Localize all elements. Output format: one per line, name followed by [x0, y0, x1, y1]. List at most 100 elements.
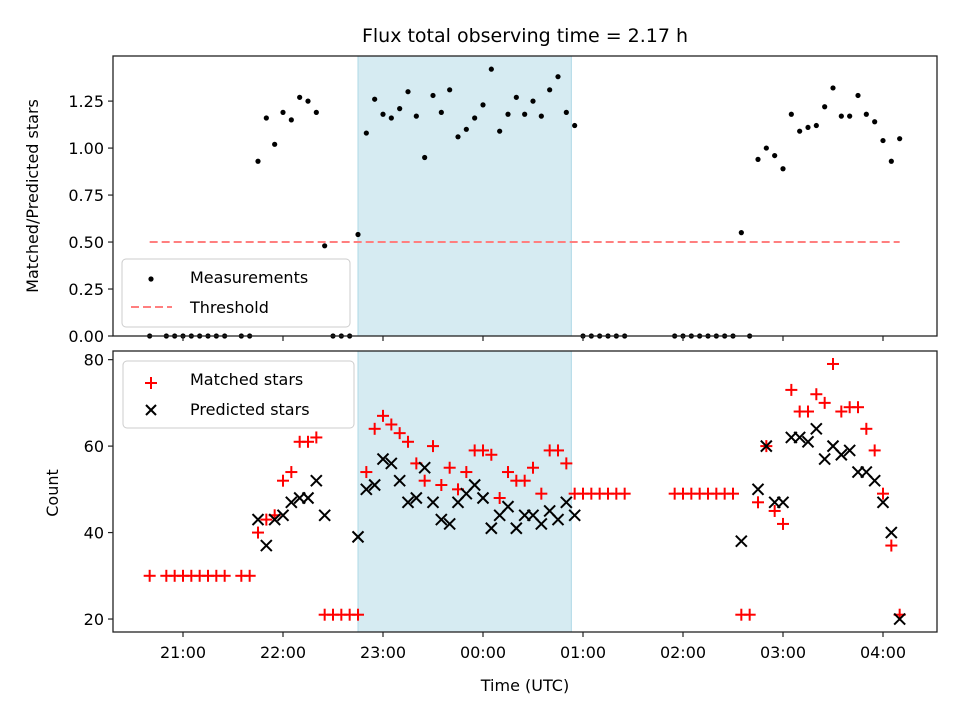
predicted-star-point [776, 496, 790, 509]
measurement-point [288, 117, 294, 123]
predicted-star-point [885, 526, 898, 539]
matched-star-point [827, 357, 839, 370]
matched-star-point [560, 457, 573, 470]
measurement-point [847, 113, 853, 119]
measurement-point [280, 109, 286, 115]
matched-star-point [310, 431, 323, 444]
measurement-point [305, 98, 311, 104]
predicted-star-point [751, 483, 765, 496]
matched-star-point [752, 496, 764, 509]
matched-star-point [252, 526, 264, 539]
matched-star-point [527, 461, 539, 474]
top-x-ticks [182, 336, 884, 341]
bottom-legend-box [122, 360, 355, 429]
predicted-star-point [401, 496, 415, 509]
y-tick-label: 0.75 [68, 186, 104, 205]
matched-star-point [427, 440, 439, 453]
measurement-point [263, 115, 269, 121]
measurement-point [372, 96, 378, 102]
measurement-point [797, 128, 803, 134]
predicted-star-point [876, 496, 890, 509]
predicted-stars-legend-x-icon [145, 404, 157, 416]
matched-star-point [352, 608, 364, 621]
measurement-point [413, 113, 419, 119]
y-tick-label: 1.25 [68, 92, 104, 111]
legend-label-predicted-stars: Predicted stars [190, 400, 310, 419]
predicted-star-point [485, 522, 498, 535]
bottom-y-ticks: 20 40 60 80 [84, 351, 113, 629]
predicted-star-point [376, 452, 390, 466]
x-tick-label: 00:00 [460, 643, 506, 662]
measurement-point [522, 111, 528, 117]
legend-label-matched-stars: Matched stars [190, 370, 303, 389]
measurement-point [897, 136, 903, 142]
predicted-star-point [435, 513, 448, 526]
matched-star-point [443, 461, 456, 474]
measurement-point [805, 124, 811, 131]
measurement-point [813, 122, 819, 129]
bottom-axes-frame [112, 350, 938, 633]
predicted-star-point [810, 422, 823, 436]
measurement-point [472, 115, 478, 121]
measurement-point [438, 109, 444, 115]
measurement-point [463, 126, 469, 132]
matched-star-point [835, 405, 848, 418]
measurement-point [422, 154, 428, 161]
measurement-point [547, 87, 553, 93]
measurement-point [838, 113, 844, 119]
matched-stars-legend-plus-icon [145, 377, 157, 389]
measurement-point [513, 94, 519, 100]
x-tick-label: 03:00 [760, 643, 806, 662]
predicted-star-point [560, 496, 573, 509]
predicted-star-point [251, 513, 265, 526]
matched-star-point [868, 444, 881, 457]
top-panel: 0.00 0.25 0.50 0.75 1.00 1.25 Matched/Predict… [23, 55, 938, 346]
measurement-point [555, 74, 561, 80]
measurement-point [430, 92, 436, 99]
measurement-point [788, 111, 794, 117]
predicted-star-point [843, 444, 856, 457]
star-count-points [143, 357, 906, 626]
bottom-legend: Matched stars Predicted stars [122, 360, 355, 429]
predicted-star-point [735, 535, 748, 548]
y-tick-label: 20 [84, 610, 104, 629]
matched-star-point [402, 435, 414, 448]
matched-star-point [393, 427, 406, 440]
matched-star-point [518, 474, 531, 487]
legend-label-threshold: Threshold [189, 298, 269, 317]
y-tick-label: 1.00 [68, 139, 104, 158]
predicted-star-point [393, 474, 406, 487]
predicted-star-point [368, 478, 381, 492]
predicted-star-point [510, 522, 523, 535]
measurement-point [763, 145, 769, 151]
x-tick-label: 23:00 [360, 643, 406, 662]
predicted-star-point [893, 612, 906, 626]
predicted-star-point [535, 517, 548, 531]
matched-star-point [277, 474, 289, 487]
x-tick-label: 02:00 [660, 643, 706, 662]
measurement-point [538, 113, 544, 119]
measurement-point [755, 156, 761, 162]
measurement-point [363, 130, 369, 136]
matched-star-point [818, 396, 831, 409]
predicted-star-point [351, 530, 365, 544]
matched-star-point [885, 539, 898, 552]
matched-star-point [535, 487, 548, 500]
top-legend-box [121, 258, 351, 328]
matched-star-point [385, 418, 398, 431]
chart-title: Flux total observing time = 2.17 h [362, 25, 688, 47]
predicted-star-point [443, 517, 456, 531]
y-tick-label: 40 [84, 524, 104, 543]
y-tick-label: 60 [84, 437, 104, 456]
measurement-point [822, 104, 828, 110]
predicted-star-point [551, 513, 565, 526]
y-tick-label: 0.50 [68, 233, 104, 252]
predicted-star-point [268, 513, 281, 526]
predicted-star-point [260, 539, 273, 552]
measurement-point [313, 109, 319, 115]
predicted-star-point [501, 500, 515, 513]
matched-star-point [768, 504, 781, 517]
measurement-point [272, 141, 278, 147]
predicted-star-point [426, 496, 440, 509]
